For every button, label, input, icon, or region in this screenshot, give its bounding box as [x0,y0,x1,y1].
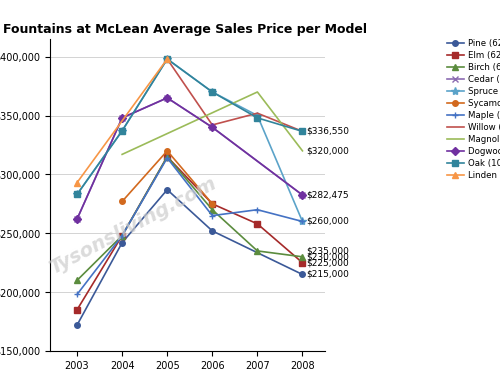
Text: $235,000: $235,000 [306,246,349,255]
Text: $230,000: $230,000 [306,252,349,261]
Text: $225,000: $225,000 [306,258,349,267]
Text: $260,000: $260,000 [306,217,349,226]
Text: Tysonsliving.com: Tysonsliving.com [46,174,219,278]
Text: Fountains at McLean Average Sales Price per Model: Fountains at McLean Average Sales Price … [3,23,367,36]
Text: $336,550: $336,550 [306,127,349,136]
Legend: Pine (624 sq/ft), Elm (626 sq/ft), Birch (689 sq/ft), Cedar (690 sq/ft), Spruce : Pine (624 sq/ft), Elm (626 sq/ft), Birch… [445,37,500,182]
Text: $320,000: $320,000 [306,146,349,155]
Text: $215,000: $215,000 [306,270,349,279]
Text: $282,475: $282,475 [306,191,348,200]
